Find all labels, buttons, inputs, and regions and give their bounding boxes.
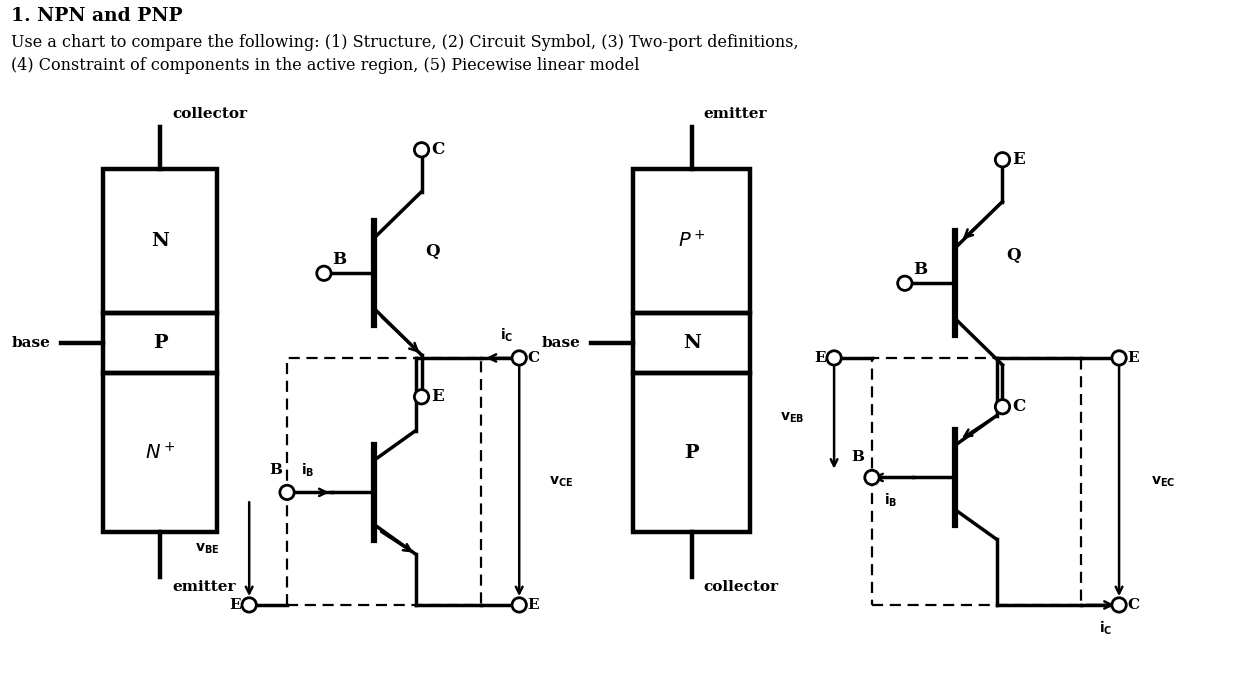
Text: collector: collector xyxy=(172,107,247,121)
Text: N: N xyxy=(683,334,701,352)
Circle shape xyxy=(242,598,256,612)
Circle shape xyxy=(280,485,295,499)
Text: $P^+$: $P^+$ xyxy=(678,230,706,252)
Bar xyxy=(633,169,751,313)
Text: $\mathbf{v_{EB}}$: $\mathbf{v_{EB}}$ xyxy=(781,411,804,425)
Text: E: E xyxy=(527,598,538,612)
Text: Use a chart to compare the following: (1) Structure, (2) Circuit Symbol, (3) Two: Use a chart to compare the following: (1… xyxy=(11,34,798,74)
Circle shape xyxy=(512,598,526,612)
Circle shape xyxy=(995,153,1009,167)
Text: E: E xyxy=(814,351,826,365)
Circle shape xyxy=(415,389,428,404)
Circle shape xyxy=(827,351,842,365)
Text: E: E xyxy=(432,388,445,405)
Text: $N^+$: $N^+$ xyxy=(145,442,175,463)
Text: B: B xyxy=(332,251,346,268)
Text: 1. NPN and PNP: 1. NPN and PNP xyxy=(11,8,182,25)
Text: P: P xyxy=(152,334,167,352)
Text: C: C xyxy=(432,141,445,158)
Circle shape xyxy=(317,266,331,281)
Circle shape xyxy=(898,276,912,290)
Text: C: C xyxy=(527,351,540,365)
Text: $\mathbf{i_B}$: $\mathbf{i_B}$ xyxy=(884,491,898,509)
Text: Q: Q xyxy=(426,243,440,260)
Text: C: C xyxy=(1127,598,1139,612)
Text: collector: collector xyxy=(703,580,778,594)
Text: E: E xyxy=(230,598,241,612)
Circle shape xyxy=(415,142,428,157)
Text: B: B xyxy=(851,449,864,464)
Bar xyxy=(872,358,1082,605)
Text: $\mathbf{i_C}$: $\mathbf{i_C}$ xyxy=(1099,620,1113,637)
Bar xyxy=(287,358,481,605)
Text: E: E xyxy=(1127,351,1139,365)
Text: $\mathbf{v_{BE}}$: $\mathbf{v_{BE}}$ xyxy=(195,541,220,556)
Text: base: base xyxy=(12,336,51,350)
Text: $\mathbf{i_B}$: $\mathbf{i_B}$ xyxy=(301,462,315,480)
Text: B: B xyxy=(269,464,282,477)
Text: C: C xyxy=(1013,398,1025,416)
Text: $\mathbf{i_C}$: $\mathbf{i_C}$ xyxy=(500,327,513,344)
Circle shape xyxy=(1112,351,1127,365)
Circle shape xyxy=(995,400,1009,414)
Text: P: P xyxy=(684,444,699,462)
Text: N: N xyxy=(151,232,169,250)
Bar xyxy=(633,373,751,533)
Bar xyxy=(102,373,217,533)
Text: emitter: emitter xyxy=(172,580,236,594)
Circle shape xyxy=(864,471,879,484)
Bar xyxy=(102,313,217,373)
Text: E: E xyxy=(1013,151,1025,169)
Bar xyxy=(633,313,751,373)
Text: $\mathbf{v_{EC}}$: $\mathbf{v_{EC}}$ xyxy=(1150,474,1175,488)
Text: Q: Q xyxy=(1007,247,1022,264)
Circle shape xyxy=(1112,598,1127,612)
Bar xyxy=(102,169,217,313)
Text: $\mathbf{v_{CE}}$: $\mathbf{v_{CE}}$ xyxy=(550,474,573,488)
Circle shape xyxy=(512,351,526,365)
Text: base: base xyxy=(542,336,581,350)
Text: B: B xyxy=(913,261,927,278)
Text: emitter: emitter xyxy=(703,107,767,121)
